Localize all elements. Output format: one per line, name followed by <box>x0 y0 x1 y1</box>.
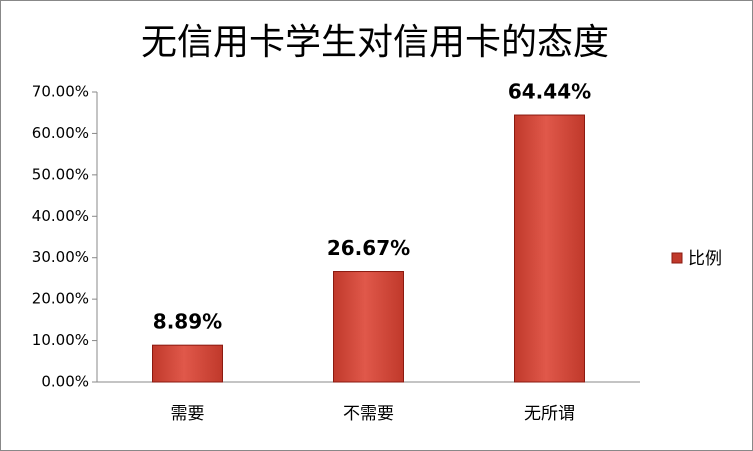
chart-title: 无信用卡学生对信用卡的态度 <box>141 22 609 63</box>
value-label: 26.67% <box>327 236 410 260</box>
x-tick-label: 需要 <box>171 404 205 424</box>
y-tick-label: 0.00% <box>41 373 89 391</box>
legend-label: 比例 <box>688 249 722 269</box>
x-tick-label: 不需要 <box>343 404 394 424</box>
x-tick-label: 无所谓 <box>524 404 575 424</box>
bar <box>152 344 223 383</box>
y-tick-label: 40.00% <box>32 207 89 225</box>
bar <box>333 271 404 383</box>
y-tick-label: 20.00% <box>32 290 89 308</box>
value-label: 8.89% <box>153 310 222 334</box>
y-tick-label: 50.00% <box>32 165 89 183</box>
y-tick-label: 10.00% <box>32 331 89 349</box>
bar <box>514 114 585 383</box>
legend-swatch <box>671 252 683 264</box>
y-tick-label: 30.00% <box>32 248 89 266</box>
value-label: 64.44% <box>508 80 591 104</box>
y-tick-label: 70.00% <box>32 83 89 101</box>
y-tick-label: 60.00% <box>32 124 89 142</box>
